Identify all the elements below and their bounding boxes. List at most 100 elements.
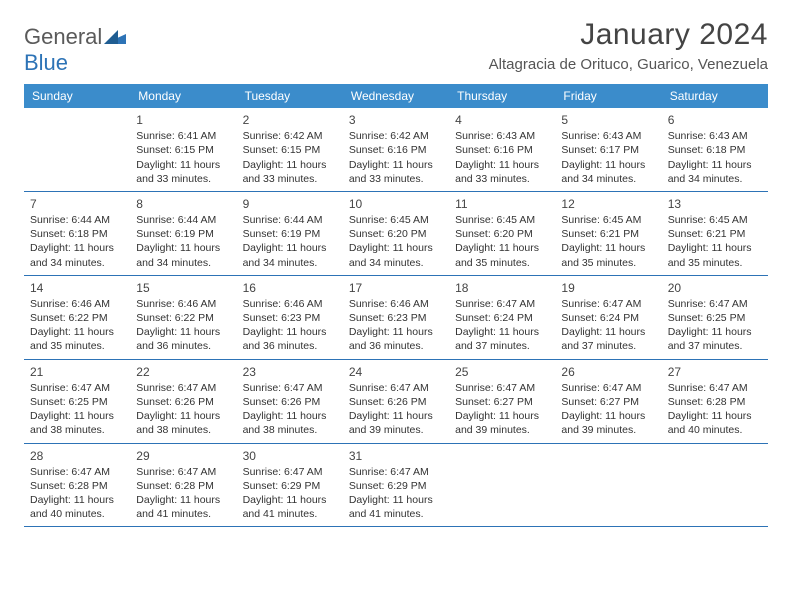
sunset-text: Sunset: 6:28 PM <box>668 395 762 409</box>
location-text: Altagracia de Orituco, Guarico, Venezuel… <box>489 56 768 73</box>
sunset-text: Sunset: 6:24 PM <box>561 311 655 325</box>
logo-text-block: General Blue <box>24 24 126 76</box>
day-header: Sunday <box>24 84 130 108</box>
sunrise-text: Sunrise: 6:46 AM <box>136 297 230 311</box>
month-title: January 2024 <box>489 18 768 52</box>
day-cell: 22Sunrise: 6:47 AMSunset: 6:26 PMDayligh… <box>130 360 236 443</box>
sunset-text: Sunset: 6:25 PM <box>668 311 762 325</box>
sunrise-text: Sunrise: 6:47 AM <box>668 381 762 395</box>
sunset-text: Sunset: 6:26 PM <box>136 395 230 409</box>
day-number: 9 <box>243 196 337 212</box>
daylight-text: Daylight: 11 hours <box>136 241 230 255</box>
daylight-text: and 40 minutes. <box>30 507 124 521</box>
sunset-text: Sunset: 6:26 PM <box>243 395 337 409</box>
daylight-text: and 33 minutes. <box>349 172 443 186</box>
sunset-text: Sunset: 6:16 PM <box>349 143 443 157</box>
day-cell: 23Sunrise: 6:47 AMSunset: 6:26 PMDayligh… <box>237 360 343 443</box>
sunset-text: Sunset: 6:15 PM <box>136 143 230 157</box>
sunset-text: Sunset: 6:20 PM <box>349 227 443 241</box>
week-row: 21Sunrise: 6:47 AMSunset: 6:25 PMDayligh… <box>24 360 768 444</box>
daylight-text: and 41 minutes. <box>136 507 230 521</box>
day-cell: 4Sunrise: 6:43 AMSunset: 6:16 PMDaylight… <box>449 108 555 191</box>
day-cell <box>24 108 130 191</box>
sunrise-text: Sunrise: 6:45 AM <box>455 213 549 227</box>
sunset-text: Sunset: 6:24 PM <box>455 311 549 325</box>
day-header: Wednesday <box>343 84 449 108</box>
daylight-text: Daylight: 11 hours <box>349 325 443 339</box>
day-cell: 8Sunrise: 6:44 AMSunset: 6:19 PMDaylight… <box>130 192 236 275</box>
sunset-text: Sunset: 6:15 PM <box>243 143 337 157</box>
sunset-text: Sunset: 6:27 PM <box>455 395 549 409</box>
sunrise-text: Sunrise: 6:46 AM <box>349 297 443 311</box>
header-row: General Blue January 2024 Altagracia de … <box>24 18 768 76</box>
daylight-text: and 39 minutes. <box>349 423 443 437</box>
daylight-text: and 36 minutes. <box>136 339 230 353</box>
day-cell: 2Sunrise: 6:42 AMSunset: 6:15 PMDaylight… <box>237 108 343 191</box>
daylight-text: and 35 minutes. <box>561 256 655 270</box>
daylight-text: Daylight: 11 hours <box>30 493 124 507</box>
sunrise-text: Sunrise: 6:45 AM <box>349 213 443 227</box>
day-number: 15 <box>136 280 230 296</box>
day-cell: 10Sunrise: 6:45 AMSunset: 6:20 PMDayligh… <box>343 192 449 275</box>
day-number: 4 <box>455 112 549 128</box>
day-cell: 30Sunrise: 6:47 AMSunset: 6:29 PMDayligh… <box>237 444 343 527</box>
daylight-text: Daylight: 11 hours <box>30 409 124 423</box>
daylight-text: Daylight: 11 hours <box>136 493 230 507</box>
sunset-text: Sunset: 6:21 PM <box>668 227 762 241</box>
day-cell <box>662 444 768 527</box>
sunset-text: Sunset: 6:29 PM <box>243 479 337 493</box>
day-number: 20 <box>668 280 762 296</box>
daylight-text: Daylight: 11 hours <box>455 325 549 339</box>
sunset-text: Sunset: 6:28 PM <box>30 479 124 493</box>
daylight-text: Daylight: 11 hours <box>30 241 124 255</box>
daylight-text: Daylight: 11 hours <box>668 241 762 255</box>
day-cell: 26Sunrise: 6:47 AMSunset: 6:27 PMDayligh… <box>555 360 661 443</box>
daylight-text: Daylight: 11 hours <box>349 493 443 507</box>
sunrise-text: Sunrise: 6:43 AM <box>561 129 655 143</box>
daylight-text: and 36 minutes. <box>243 339 337 353</box>
daylight-text: and 38 minutes. <box>136 423 230 437</box>
daylight-text: Daylight: 11 hours <box>243 493 337 507</box>
day-cell: 17Sunrise: 6:46 AMSunset: 6:23 PMDayligh… <box>343 276 449 359</box>
week-row: 14Sunrise: 6:46 AMSunset: 6:22 PMDayligh… <box>24 276 768 360</box>
daylight-text: and 41 minutes. <box>349 507 443 521</box>
daylight-text: Daylight: 11 hours <box>243 158 337 172</box>
day-cell: 16Sunrise: 6:46 AMSunset: 6:23 PMDayligh… <box>237 276 343 359</box>
daylight-text: Daylight: 11 hours <box>243 325 337 339</box>
calendar-page: General Blue January 2024 Altagracia de … <box>0 0 792 537</box>
day-number: 17 <box>349 280 443 296</box>
sunrise-text: Sunrise: 6:44 AM <box>30 213 124 227</box>
week-row: 7Sunrise: 6:44 AMSunset: 6:18 PMDaylight… <box>24 192 768 276</box>
day-cell: 25Sunrise: 6:47 AMSunset: 6:27 PMDayligh… <box>449 360 555 443</box>
sunset-text: Sunset: 6:20 PM <box>455 227 549 241</box>
day-number: 13 <box>668 196 762 212</box>
day-cell: 1Sunrise: 6:41 AMSunset: 6:15 PMDaylight… <box>130 108 236 191</box>
sunrise-text: Sunrise: 6:47 AM <box>30 381 124 395</box>
day-number: 23 <box>243 364 337 380</box>
daylight-text: and 40 minutes. <box>668 423 762 437</box>
day-number: 12 <box>561 196 655 212</box>
day-cell: 20Sunrise: 6:47 AMSunset: 6:25 PMDayligh… <box>662 276 768 359</box>
day-number: 5 <box>561 112 655 128</box>
sunrise-text: Sunrise: 6:47 AM <box>455 297 549 311</box>
daylight-text: and 35 minutes. <box>30 339 124 353</box>
daylight-text: Daylight: 11 hours <box>136 325 230 339</box>
day-number: 11 <box>455 196 549 212</box>
day-cell <box>449 444 555 527</box>
week-row: 1Sunrise: 6:41 AMSunset: 6:15 PMDaylight… <box>24 108 768 192</box>
daylight-text: and 39 minutes. <box>455 423 549 437</box>
sunrise-text: Sunrise: 6:47 AM <box>349 381 443 395</box>
day-cell: 13Sunrise: 6:45 AMSunset: 6:21 PMDayligh… <box>662 192 768 275</box>
sunrise-text: Sunrise: 6:41 AM <box>136 129 230 143</box>
day-number: 1 <box>136 112 230 128</box>
sunset-text: Sunset: 6:19 PM <box>243 227 337 241</box>
day-cell: 27Sunrise: 6:47 AMSunset: 6:28 PMDayligh… <box>662 360 768 443</box>
sunrise-text: Sunrise: 6:47 AM <box>243 381 337 395</box>
day-cell: 9Sunrise: 6:44 AMSunset: 6:19 PMDaylight… <box>237 192 343 275</box>
daylight-text: Daylight: 11 hours <box>668 325 762 339</box>
day-header: Thursday <box>449 84 555 108</box>
daylight-text: and 39 minutes. <box>561 423 655 437</box>
sunrise-text: Sunrise: 6:46 AM <box>243 297 337 311</box>
day-number: 22 <box>136 364 230 380</box>
day-cell: 11Sunrise: 6:45 AMSunset: 6:20 PMDayligh… <box>449 192 555 275</box>
